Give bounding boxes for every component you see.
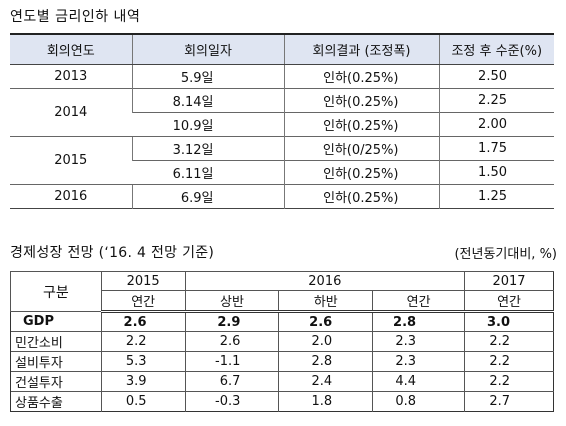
header-year-2015: 2015 — [100, 271, 186, 291]
table-row: 민간소비 2.2 2.6 2.0 2.3 2.2 — [10, 331, 554, 352]
table-row: 2016 6.9일 인하(0.25%) 1.25 — [10, 184, 554, 209]
level-cell: 1.25 — [438, 184, 554, 209]
year-cell: 2016 — [10, 184, 132, 209]
table-row: 10.9일 인하(0.25%) 2.00 — [10, 112, 554, 137]
date-cell: 8.14일 — [131, 88, 284, 113]
value-cell: 4.4 — [372, 371, 465, 392]
value-cell: 0.5 — [100, 391, 186, 412]
value-cell: 0.8 — [372, 391, 465, 412]
header-2016-annual: 연간 — [372, 290, 465, 313]
value-cell: 2.6 — [184, 331, 279, 352]
value-cell: -0.3 — [184, 391, 279, 412]
rate-cut-table: 회의연도 회의일자 회의결과 (조정폭) 조정 후 수준(%) 2013 5.9… — [10, 33, 554, 209]
level-cell: 2.25 — [438, 88, 554, 113]
date-cell: 5.9일 — [131, 64, 284, 89]
value-cell: 2.0 — [278, 331, 373, 352]
table-row: 상품수출 0.5 -0.3 1.8 0.8 2.7 — [10, 391, 554, 412]
header-meeting-result: 회의결과 (조정폭) — [283, 34, 439, 65]
value-cell: 6.7 — [184, 371, 279, 392]
row-label: 상품수출 — [10, 391, 102, 412]
table-row: 6.11일 인하(0.25%) 1.50 — [10, 160, 554, 185]
table-row: GDP 2.6 2.9 2.6 2.8 3.0 — [10, 311, 554, 332]
header-2015-annual: 연간 — [100, 290, 186, 313]
result-cell: 인하(0.25%) — [283, 184, 439, 209]
value-cell: 2.3 — [372, 351, 465, 372]
level-cell: 2.50 — [438, 64, 554, 89]
level-cell: 1.75 — [438, 136, 554, 161]
date-cell: 10.9일 — [132, 112, 284, 137]
row-label: 설비투자 — [10, 351, 102, 372]
header-row-periods: 연간 상반 하반 연간 연간 — [11, 290, 554, 313]
header-2016-first-half: 상반 — [184, 290, 279, 313]
value-cell: 2.6 — [100, 311, 186, 332]
table-row: 2014 8.14일 인하(0.25%) 2.25 — [10, 88, 554, 137]
result-cell: 인하(0/25%) — [283, 136, 439, 161]
rate-cut-title: 연도별 금리인하 내역 — [10, 9, 141, 25]
date-cell: 6.11일 — [132, 160, 284, 185]
header-row-years: 구분 2015 2016 2017 — [10, 271, 554, 312]
value-cell: 2.8 — [278, 351, 373, 372]
result-cell: 인하(0.25%) — [283, 88, 439, 113]
date-cell: 6.9일 — [131, 184, 284, 209]
table-row: 2013 5.9일 인하(0.25%) 2.50 — [10, 64, 554, 89]
value-cell: 2.2 — [464, 351, 554, 372]
result-cell: 인하(0.25%) — [283, 160, 439, 185]
table-header-row: 회의연도 회의일자 회의결과 (조정폭) 조정 후 수준(%) — [10, 34, 554, 65]
table-row: 2015 3.12일 인하(0/25%) 1.75 — [10, 136, 554, 185]
header-year-2017: 2017 — [464, 271, 554, 291]
value-cell: 2.7 — [464, 391, 554, 412]
level-cell: 2.00 — [438, 112, 554, 137]
result-cell: 인하(0.25%) — [283, 112, 439, 137]
year-cell: 2014 — [10, 88, 132, 137]
value-cell: 2.2 — [100, 331, 186, 352]
table-row: 설비투자 5.3 -1.1 2.8 2.3 2.2 — [10, 351, 554, 372]
value-cell: 2.9 — [184, 311, 279, 332]
value-cell: 2.2 — [464, 331, 554, 352]
year-cell: 2013 — [10, 64, 132, 89]
header-meeting-date: 회의일자 — [131, 34, 284, 65]
growth-forecast-title: 경제성장 전망 (‘16. 4 전망 기준) — [10, 245, 215, 261]
header-2017-annual: 연간 — [464, 290, 554, 313]
value-cell: 3.9 — [100, 371, 186, 392]
row-label: 건설투자 — [10, 371, 102, 392]
value-cell: 2.2 — [464, 371, 554, 392]
value-cell: 2.3 — [372, 331, 465, 352]
header-category: 구분 — [10, 271, 102, 312]
row-label: GDP — [10, 311, 102, 332]
value-cell: 5.3 — [100, 351, 186, 372]
value-cell: 2.8 — [372, 311, 465, 332]
result-cell: 인하(0.25%) — [283, 64, 439, 89]
level-cell: 1.50 — [438, 160, 554, 185]
unit-note: (전년동기대비, %) — [454, 247, 557, 262]
header-meeting-year: 회의연도 — [10, 34, 132, 65]
value-cell: 2.6 — [278, 311, 373, 332]
table-row: 건설투자 3.9 6.7 2.4 4.4 2.2 — [10, 371, 554, 392]
year-cell: 2015 — [10, 136, 132, 185]
value-cell: -1.1 — [184, 351, 279, 372]
header-year-2016: 2016 — [184, 271, 465, 291]
row-label: 민간소비 — [10, 331, 102, 352]
header-adjusted-level: 조정 후 수준(%) — [438, 34, 554, 65]
header-2016-second-half: 하반 — [278, 290, 373, 313]
growth-forecast-table: 구분 2015 2016 2017 연간 상반 하반 연간 연간 GDP 2.6… — [10, 271, 554, 412]
value-cell: 1.8 — [278, 391, 373, 412]
value-cell: 2.4 — [278, 371, 373, 392]
value-cell: 3.0 — [464, 311, 554, 332]
date-cell: 3.12일 — [131, 136, 284, 161]
